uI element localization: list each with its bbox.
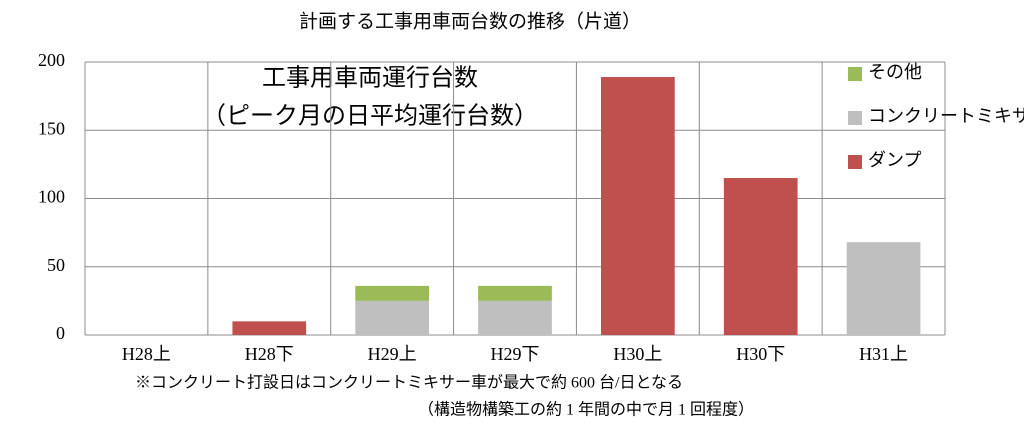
- y-tick-label: 50: [47, 255, 65, 275]
- bar-segment: [355, 300, 429, 335]
- bar-segment: [601, 77, 675, 335]
- y-tick-label: 200: [38, 50, 65, 70]
- bar-segment: [355, 285, 429, 301]
- x-tick-label: H28下: [245, 344, 294, 364]
- y-tick-label: 150: [38, 118, 65, 138]
- x-tick-label: H30下: [736, 344, 785, 364]
- bar-segment: [478, 285, 552, 301]
- bar-segment: [478, 300, 552, 335]
- x-tick-label: H29上: [368, 344, 417, 364]
- legend-swatch: [848, 155, 862, 169]
- note: （構造物構築工の約 1 年間の中で月 1 回程度）: [418, 401, 754, 419]
- bar-segment: [232, 321, 307, 335]
- bar-segment: [723, 178, 798, 335]
- legend-label: コンクリートミキサー車: [868, 106, 1024, 126]
- legend-swatch: [848, 67, 862, 81]
- legend-label: その他: [868, 62, 922, 82]
- bar-segment: [846, 242, 921, 335]
- legend-label: ダンプ: [868, 150, 921, 170]
- note: ※コンクリート打設日はコンクリートミキサー車が最大で約 600 台/日となる: [135, 374, 683, 392]
- legend-swatch: [848, 111, 862, 125]
- x-tick-label: H29下: [491, 344, 540, 364]
- x-tick-label: H30上: [613, 344, 662, 364]
- x-tick-label: H31上: [859, 344, 908, 364]
- annotation: 工事用車両運行台数: [262, 65, 478, 92]
- annotation: （ピーク月の日平均運行台数）: [202, 103, 538, 130]
- y-tick-label: 0: [56, 323, 65, 343]
- chart-title: 計画する工事用車両台数の推移（片道）: [299, 11, 641, 33]
- y-tick-label: 100: [38, 187, 65, 207]
- x-tick-label: H28上: [122, 344, 171, 364]
